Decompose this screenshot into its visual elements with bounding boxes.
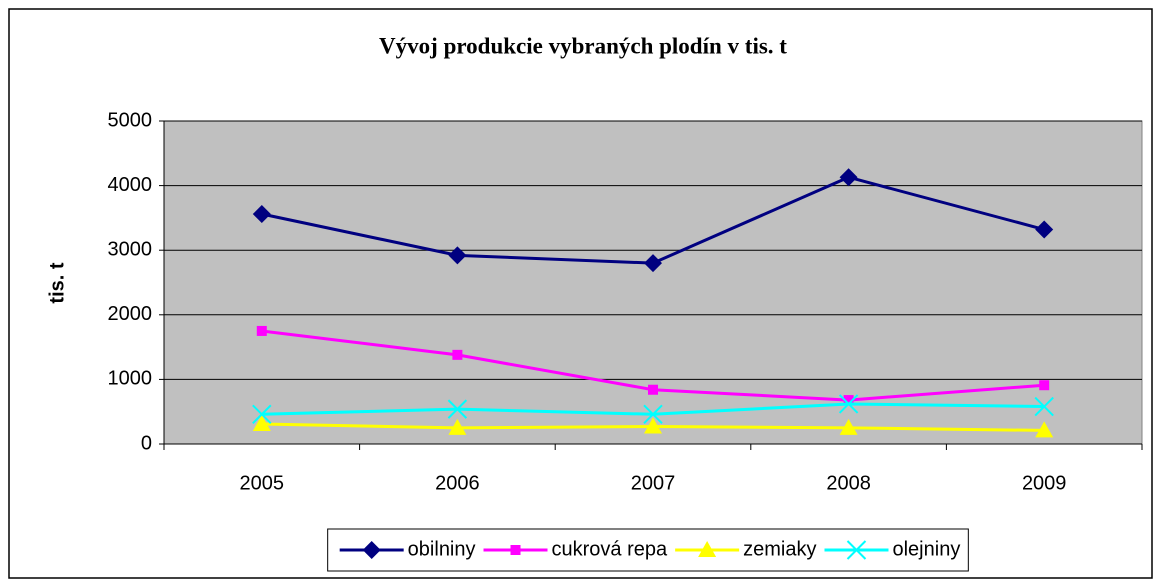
chart-title: Vývoj produkcie vybraných plodín v tis. … <box>379 33 787 58</box>
data-point <box>648 384 658 395</box>
data-point <box>447 399 468 419</box>
data-point <box>838 394 859 414</box>
x-tick-label: 2007 <box>631 472 676 494</box>
y-tick-label: 1000 <box>108 368 153 390</box>
y-tick-label: 3000 <box>108 238 153 260</box>
data-point <box>252 404 272 424</box>
legend-marker <box>362 541 381 559</box>
data-point <box>1034 396 1054 417</box>
legend-marker <box>510 545 521 555</box>
data-point <box>1039 380 1050 391</box>
legend-marker <box>698 541 717 557</box>
legend-marker <box>846 540 867 560</box>
y-tick-label: 0 <box>141 432 152 454</box>
plot-area <box>163 120 1143 445</box>
data-point <box>1035 421 1054 438</box>
data-point <box>256 325 267 336</box>
x-tick-label: 2008 <box>826 472 871 494</box>
y-axis-label: tis. t <box>46 262 68 303</box>
data-point <box>1035 220 1054 239</box>
data-point <box>843 395 854 406</box>
data-point <box>448 418 467 435</box>
data-point <box>448 246 467 265</box>
data-point <box>644 417 662 434</box>
data-point <box>452 349 463 360</box>
data-point <box>643 404 663 424</box>
y-tick-label: 4000 <box>108 174 153 196</box>
y-tick-label: 5000 <box>108 109 153 131</box>
x-tick-label: 2006 <box>435 472 480 494</box>
data-point <box>839 168 858 187</box>
x-tick-label: 2009 <box>1022 472 1067 494</box>
data-point <box>252 414 271 431</box>
legend-label: cukrová repa <box>552 538 668 560</box>
x-tick-label: 2005 <box>240 472 285 494</box>
data-point <box>644 254 662 273</box>
y-tick-label: 2000 <box>108 303 153 325</box>
legend-label: olejniny <box>892 538 960 560</box>
data-point <box>252 205 271 224</box>
data-point <box>839 418 858 435</box>
legend-label: zemiaky <box>743 538 816 560</box>
legend-label: obilniny <box>408 538 476 560</box>
